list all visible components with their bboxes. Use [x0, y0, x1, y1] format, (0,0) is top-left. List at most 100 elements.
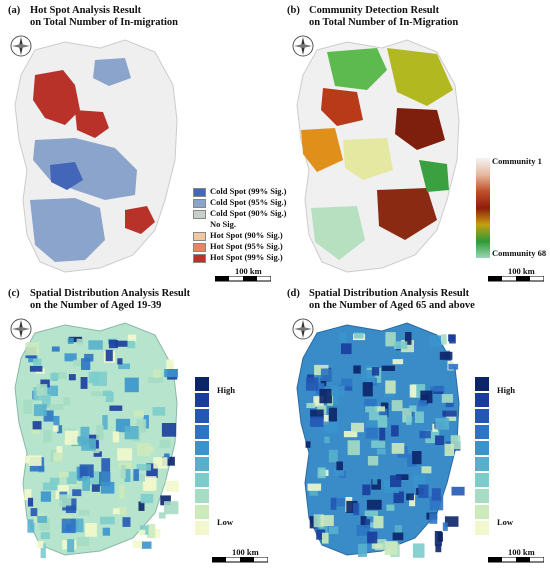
region-patch: [421, 466, 432, 474]
panel-a-map: [5, 30, 190, 278]
legend-swatch: [193, 253, 206, 263]
region-patch: [435, 418, 449, 430]
panel-d: (d) Spatial Distribution Analysis Result …: [275, 285, 550, 570]
region-patch: [152, 407, 166, 416]
region-patch: [76, 338, 84, 345]
legend-label: Cold Spot (95% Sig.): [210, 197, 287, 207]
region-patch: [409, 494, 416, 507]
region-patch: [80, 377, 88, 389]
region-patch: [49, 477, 60, 485]
panel-b-map-svg: [296, 39, 460, 273]
region-patch: [444, 443, 455, 456]
panel-a-legend: Cold Spot (99% Sig.) Cold Spot (95% Sig.)…: [193, 186, 287, 266]
region-patch: [122, 517, 131, 527]
region-patch: [418, 400, 427, 407]
region-patch: [338, 332, 347, 343]
ramp-step: [195, 489, 209, 503]
region-patch: [441, 394, 453, 403]
region-patch: [102, 527, 110, 536]
ramp-step: [195, 473, 209, 487]
region-patch: [409, 405, 417, 412]
region-patch: [431, 488, 441, 501]
region-patch: [160, 495, 171, 506]
region-patch: [376, 448, 386, 455]
region-patch: [319, 388, 332, 404]
region-patch: [96, 425, 104, 441]
region-patch: [394, 341, 408, 349]
ramp-step: [475, 457, 489, 471]
panel-c-legend: High Low: [195, 377, 255, 547]
region-patch: [136, 419, 147, 433]
ramp-step: [475, 489, 489, 503]
region-patch: [72, 489, 82, 497]
panel-c-map-svg: [14, 322, 179, 558]
coldspot-chungcheong: [33, 138, 137, 200]
region-patch: [374, 406, 385, 412]
community-east-darkred: [395, 108, 445, 150]
region-patch: [434, 531, 442, 546]
region-patch: [313, 514, 324, 528]
region-patch: [153, 369, 161, 378]
panel-b-legend: Community 1 Community 68: [473, 154, 550, 264]
region-patch: [362, 382, 373, 397]
ramp-step: [475, 409, 489, 423]
legend-item: Hot Spot (90% Sig.): [193, 230, 283, 241]
region-patch: [117, 358, 123, 365]
region-patch: [391, 425, 399, 437]
region-patch: [358, 543, 367, 557]
region-patch: [50, 373, 59, 381]
region-patch: [28, 355, 38, 363]
region-patch: [412, 543, 425, 558]
legend-item: Cold Spot (99% Sig.): [193, 186, 287, 197]
ramp-step: [475, 425, 489, 439]
panel-a-title: (a) Hot Spot Analysis Result on Total Num…: [8, 5, 178, 29]
compass-rose-icon: [10, 35, 32, 57]
panel-a-map-svg: [14, 39, 178, 273]
region-patch: [391, 443, 405, 454]
region-patch: [138, 501, 145, 511]
region-patch: [154, 528, 161, 538]
region-patch: [33, 404, 47, 417]
region-patch: [67, 337, 74, 344]
hotspot-east-capital: [75, 110, 109, 138]
region-patch: [40, 379, 50, 388]
panel-d-scale-label: 100 km: [508, 547, 535, 557]
panel-d-map: [287, 313, 472, 565]
legend-label: Cold Spot (90% Sig.): [210, 208, 287, 218]
region-patch: [405, 332, 412, 345]
region-patch: [78, 509, 90, 516]
region-patch: [365, 427, 378, 439]
region-patch: [392, 532, 404, 541]
region-patch: [391, 400, 403, 412]
region-patch: [448, 334, 456, 342]
legend-swatch: [193, 187, 206, 197]
region-patch: [406, 415, 412, 425]
panel-c-title: (c) Spatial Distribution Analysis Result …: [8, 288, 190, 312]
region-patch: [136, 464, 151, 471]
region-patch: [394, 525, 402, 533]
region-patch: [102, 390, 113, 396]
panel-b-legend-bottom: Community 68: [492, 248, 547, 258]
region-patch: [341, 378, 353, 387]
region-patch: [395, 474, 409, 480]
panel-c-legend-high: High: [217, 385, 235, 395]
region-patch: [346, 500, 358, 513]
coldspot-strong: [50, 162, 83, 190]
region-patch: [141, 541, 152, 549]
region-patch: [379, 427, 386, 443]
region-patch: [64, 430, 79, 445]
ramp-step: [475, 505, 489, 519]
region-patch: [315, 383, 325, 395]
region-patch: [360, 516, 367, 527]
region-patch: [124, 426, 139, 440]
region-patch: [158, 512, 166, 519]
region-patch: [338, 385, 353, 391]
region-patch: [112, 508, 120, 515]
region-patch: [101, 458, 111, 472]
community-capital-red: [321, 88, 363, 126]
legend-swatch: [193, 209, 206, 219]
ramp-step: [475, 473, 489, 487]
region-patch: [354, 332, 364, 339]
region-patch: [56, 446, 63, 458]
region-patch: [373, 516, 384, 529]
